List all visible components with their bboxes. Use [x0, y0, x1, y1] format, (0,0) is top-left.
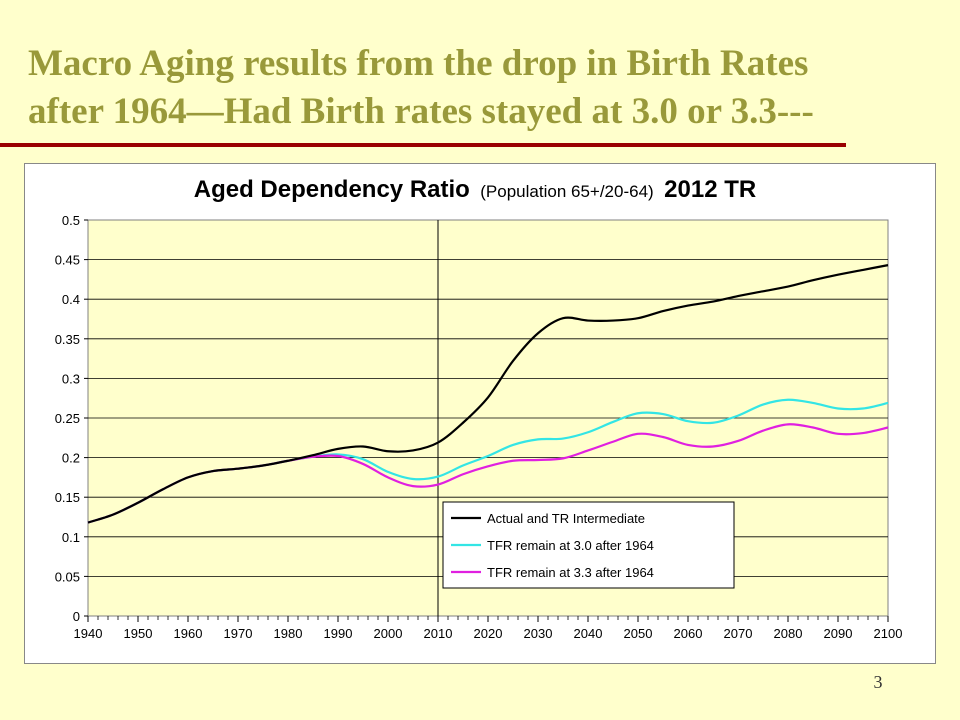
- y-tick-label: 0.2: [62, 451, 80, 466]
- y-tick-label: 0.35: [55, 332, 80, 347]
- y-tick-label: 0.25: [55, 411, 80, 426]
- y-tick-label: 0.05: [55, 569, 80, 584]
- x-tick-label: 2100: [874, 626, 903, 641]
- slide-title-line-1: Macro Aging results from the drop in Bir…: [28, 43, 809, 84]
- series-lines: [87, 264, 889, 524]
- x-tick-label: 1970: [224, 626, 253, 641]
- y-tick-label: 0.15: [55, 490, 80, 505]
- chart-title-paren: (Population 65+/20-64): [480, 182, 653, 201]
- legend-label: TFR remain at 3.0 after 1964: [487, 538, 654, 553]
- gridlines: [88, 220, 888, 616]
- x-tick-label: 2030: [524, 626, 553, 641]
- chart-panel: Aged Dependency Ratio (Population 65+/20…: [24, 163, 936, 664]
- y-tick-label: 0.5: [62, 213, 80, 228]
- legend: Actual and TR Intermediate TFR remain at …: [442, 501, 735, 589]
- chart-title-suffix: 2012 TR: [664, 176, 756, 203]
- x-tick-label: 1950: [124, 626, 153, 641]
- x-tick-label: 2040: [574, 626, 603, 641]
- y-tick-label: 0: [73, 609, 80, 624]
- axes: 0 0.05 0.1 0.15 0.2 0.25 0.3 0.35 0.4 0.45 0.5 1940…: [55, 213, 903, 641]
- x-tick-label: 1960: [174, 626, 203, 641]
- y-tick-label: 0.3: [62, 371, 80, 386]
- legend-label: TFR remain at 3.3 after 1964: [487, 565, 654, 580]
- x-tick-label: 2070: [724, 626, 753, 641]
- x-tick-label: 2090: [824, 626, 853, 641]
- x-tick-label: 2080: [774, 626, 803, 641]
- x-tick-label: 2020: [474, 626, 503, 641]
- x-tick-label: 2060: [674, 626, 703, 641]
- title-underline-rule: [0, 143, 846, 147]
- x-tick-label: 1980: [274, 626, 303, 641]
- chart-title: Aged Dependency Ratio (Population 65+/20…: [194, 176, 756, 203]
- y-tick-label: 0.4: [62, 292, 80, 307]
- x-tick-label: 1940: [74, 626, 103, 641]
- x-tick-label: 2050: [624, 626, 653, 641]
- series-line-1: [87, 264, 889, 524]
- slide-title-line-2: after 1964—Had Birth rates stayed at 3.0…: [28, 91, 814, 132]
- legend-box: [442, 501, 735, 589]
- x-tick-label: 2000: [374, 626, 403, 641]
- x-tick-label: 1990: [324, 626, 353, 641]
- aged-dependency-chart: Aged Dependency Ratio (Population 65+/20…: [55, 176, 903, 641]
- legend-label: Actual and TR Intermediate: [487, 511, 645, 526]
- y-tick-label: 0.45: [55, 253, 80, 268]
- x-tick-label: 2010: [424, 626, 453, 641]
- page-number: 3: [873, 672, 883, 692]
- chart-title-main: Aged Dependency Ratio: [194, 176, 470, 203]
- y-tick-label: 0.1: [62, 530, 80, 545]
- slide-title: Macro Aging results from the drop in Bir…: [28, 40, 948, 136]
